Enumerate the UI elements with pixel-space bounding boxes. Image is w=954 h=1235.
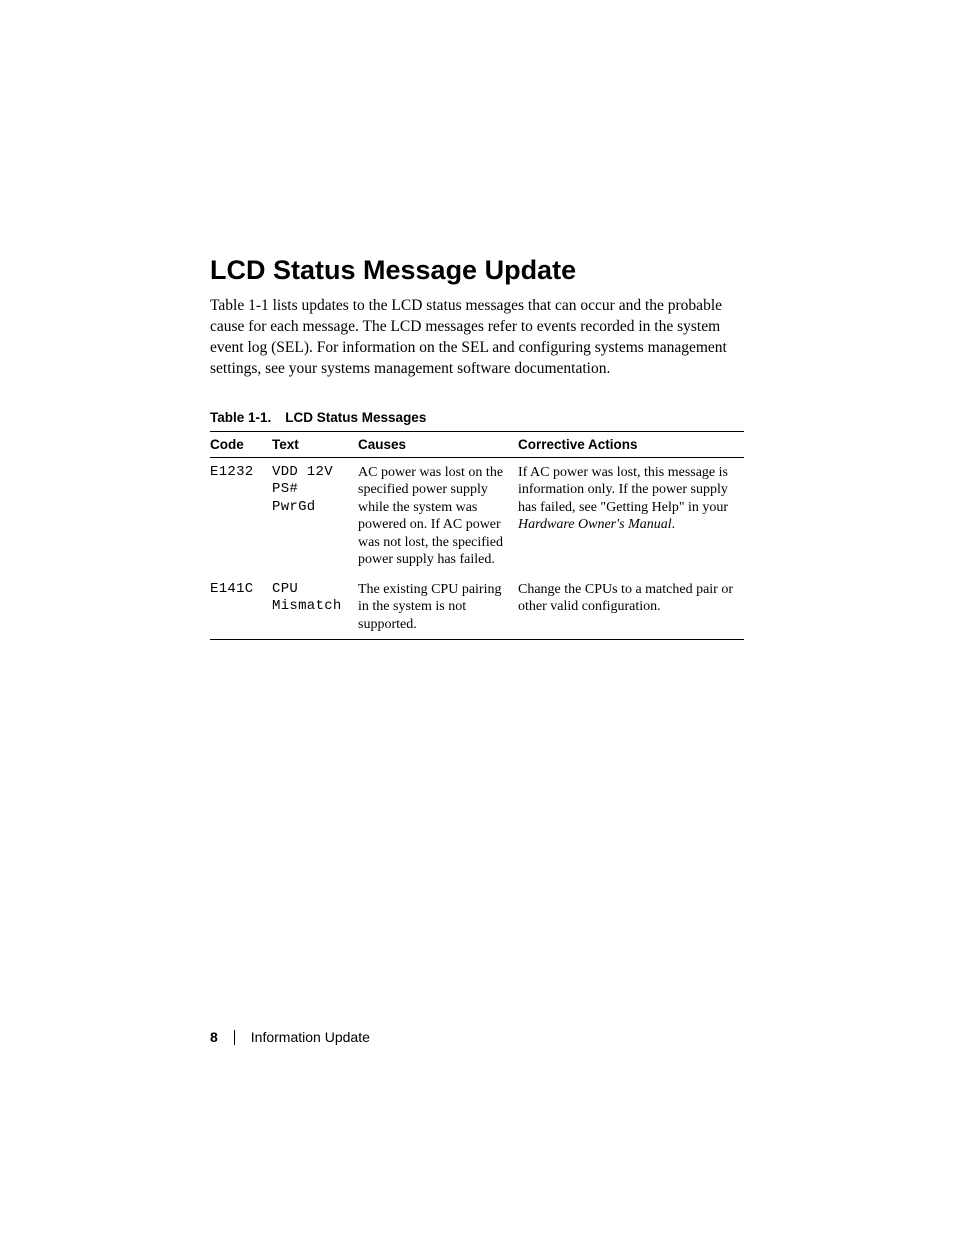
page-footer: 8 Information Update	[210, 1029, 370, 1045]
table-row: E1232 VDD 12V PS# PwrGd AC power was los…	[210, 457, 744, 575]
cell-actions: If AC power was lost, this message is in…	[518, 457, 744, 575]
table-caption: Table 1-1. LCD Status Messages	[210, 410, 744, 425]
table-caption-title: LCD Status Messages	[285, 410, 426, 425]
cell-actions-suffix: .	[672, 517, 676, 532]
table-caption-label: Table 1-1.	[210, 410, 271, 425]
col-header-code: Code	[210, 431, 272, 457]
cell-actions-italic: Hardware Owner's Manual	[518, 517, 672, 532]
col-header-causes: Causes	[358, 431, 518, 457]
cell-text: CPU Mismatch	[272, 575, 358, 640]
page-number: 8	[210, 1029, 218, 1045]
col-header-text: Text	[272, 431, 358, 457]
table-row: E141C CPU Mismatch The existing CPU pair…	[210, 575, 744, 640]
footer-divider	[234, 1030, 235, 1045]
cell-code: E141C	[210, 575, 272, 640]
table-header-row: Code Text Causes Corrective Actions	[210, 431, 744, 457]
footer-section-name: Information Update	[251, 1029, 370, 1045]
col-header-actions: Corrective Actions	[518, 431, 744, 457]
cell-causes: AC power was lost on the specified power…	[358, 457, 518, 575]
cell-causes: The existing CPU pairing in the system i…	[358, 575, 518, 640]
cell-code: E1232	[210, 457, 272, 575]
section-heading: LCD Status Message Update	[210, 255, 744, 286]
cell-text: VDD 12V PS# PwrGd	[272, 457, 358, 575]
status-messages-table: Code Text Causes Corrective Actions E123…	[210, 431, 744, 641]
intro-paragraph: Table 1-1 lists updates to the LCD statu…	[210, 296, 744, 380]
cell-actions-prefix: If AC power was lost, this message is in…	[518, 465, 728, 515]
cell-actions-prefix: Change the CPUs to a matched pair or oth…	[518, 582, 733, 615]
cell-actions: Change the CPUs to a matched pair or oth…	[518, 575, 744, 640]
document-page: LCD Status Message Update Table 1-1 list…	[0, 0, 954, 1235]
